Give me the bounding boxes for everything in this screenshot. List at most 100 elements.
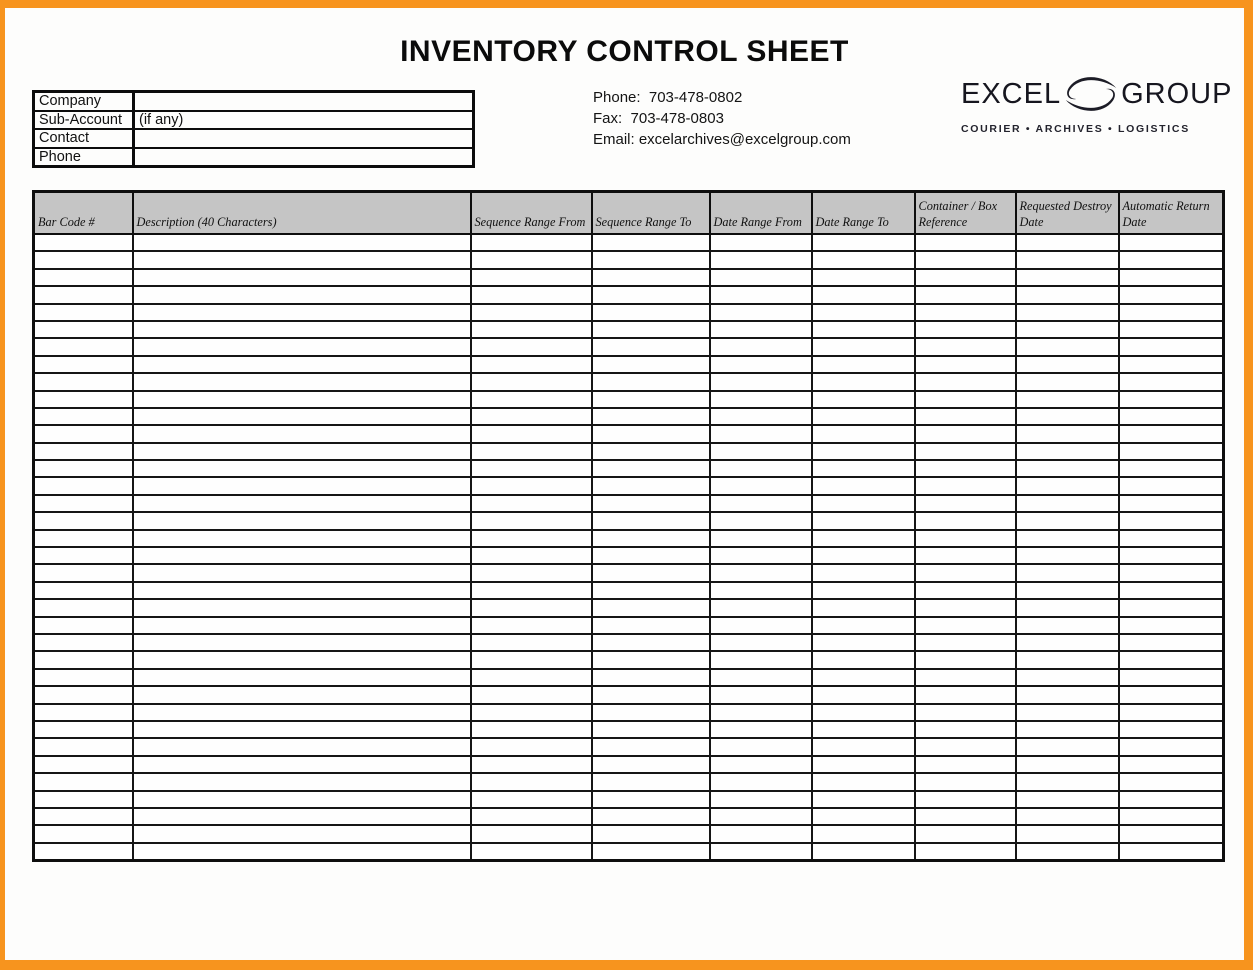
empty-cell[interactable] (469, 250, 593, 270)
empty-cell[interactable] (1117, 650, 1225, 670)
empty-cell[interactable] (131, 667, 472, 688)
empty-cell[interactable] (32, 563, 134, 583)
empty-cell[interactable] (469, 580, 593, 601)
empty-cell[interactable] (1014, 285, 1120, 305)
empty-cell[interactable] (32, 580, 134, 601)
empty-cell[interactable] (708, 685, 813, 705)
empty-cell[interactable] (810, 250, 916, 270)
empty-cell[interactable] (1117, 580, 1225, 601)
empty-cell[interactable] (913, 250, 1017, 270)
empty-cell[interactable] (913, 285, 1017, 305)
empty-cell[interactable] (913, 806, 1017, 827)
empty-cell[interactable] (469, 476, 593, 496)
empty-cell[interactable] (1014, 493, 1120, 514)
empty-cell[interactable] (1014, 580, 1120, 601)
phone-field[interactable] (132, 146, 475, 168)
empty-cell[interactable] (131, 685, 472, 705)
empty-cell[interactable] (590, 719, 711, 740)
empty-cell[interactable] (131, 789, 472, 809)
empty-cell[interactable] (1014, 824, 1120, 844)
empty-cell[interactable] (32, 267, 134, 288)
empty-cell[interactable] (131, 528, 472, 549)
empty-cell[interactable] (1117, 667, 1225, 688)
empty-cell[interactable] (32, 389, 134, 409)
empty-cell[interactable] (708, 667, 813, 688)
empty-cell[interactable] (708, 372, 813, 392)
empty-cell[interactable] (32, 372, 134, 392)
empty-cell[interactable] (469, 754, 593, 775)
empty-cell[interactable] (590, 232, 711, 253)
empty-cell[interactable] (32, 772, 134, 792)
empty-cell[interactable] (913, 389, 1017, 409)
empty-cell[interactable] (1117, 702, 1225, 722)
empty-cell[interactable] (32, 424, 134, 444)
empty-cell[interactable] (590, 424, 711, 444)
empty-cell[interactable] (590, 702, 711, 722)
empty-cell[interactable] (590, 806, 711, 827)
empty-cell[interactable] (32, 632, 134, 653)
empty-cell[interactable] (1117, 737, 1225, 757)
empty-cell[interactable] (1014, 841, 1120, 862)
empty-cell[interactable] (590, 406, 711, 427)
empty-cell[interactable] (469, 459, 593, 479)
empty-cell[interactable] (810, 441, 916, 462)
empty-cell[interactable] (590, 354, 711, 375)
empty-cell[interactable] (32, 685, 134, 705)
empty-cell[interactable] (1014, 424, 1120, 444)
empty-cell[interactable] (810, 476, 916, 496)
empty-cell[interactable] (131, 772, 472, 792)
empty-cell[interactable] (1014, 702, 1120, 722)
empty-cell[interactable] (131, 285, 472, 305)
empty-cell[interactable] (32, 319, 134, 340)
empty-cell[interactable] (913, 841, 1017, 862)
empty-cell[interactable] (1117, 563, 1225, 583)
empty-cell[interactable] (590, 302, 711, 322)
empty-cell[interactable] (131, 372, 472, 392)
empty-cell[interactable] (131, 563, 472, 583)
empty-cell[interactable] (708, 389, 813, 409)
empty-cell[interactable] (590, 319, 711, 340)
empty-cell[interactable] (913, 424, 1017, 444)
empty-cell[interactable] (1014, 615, 1120, 636)
empty-cell[interactable] (590, 615, 711, 636)
empty-cell[interactable] (1014, 319, 1120, 340)
empty-cell[interactable] (590, 772, 711, 792)
empty-cell[interactable] (913, 754, 1017, 775)
empty-cell[interactable] (708, 719, 813, 740)
empty-cell[interactable] (1014, 719, 1120, 740)
empty-cell[interactable] (810, 406, 916, 427)
empty-cell[interactable] (32, 285, 134, 305)
empty-cell[interactable] (469, 789, 593, 809)
empty-cell[interactable] (810, 232, 916, 253)
empty-cell[interactable] (1117, 372, 1225, 392)
empty-cell[interactable] (32, 667, 134, 688)
empty-cell[interactable] (32, 354, 134, 375)
empty-cell[interactable] (913, 459, 1017, 479)
empty-cell[interactable] (1117, 754, 1225, 775)
empty-cell[interactable] (708, 459, 813, 479)
empty-cell[interactable] (1117, 302, 1225, 322)
empty-cell[interactable] (913, 685, 1017, 705)
empty-cell[interactable] (131, 511, 472, 531)
empty-cell[interactable] (32, 528, 134, 549)
empty-cell[interactable] (469, 528, 593, 549)
empty-cell[interactable] (810, 772, 916, 792)
empty-cell[interactable] (131, 302, 472, 322)
empty-cell[interactable] (1117, 476, 1225, 496)
empty-cell[interactable] (131, 615, 472, 636)
empty-cell[interactable] (590, 580, 711, 601)
empty-cell[interactable] (32, 754, 134, 775)
empty-cell[interactable] (131, 441, 472, 462)
empty-cell[interactable] (590, 337, 711, 357)
empty-cell[interactable] (32, 806, 134, 827)
empty-cell[interactable] (810, 493, 916, 514)
empty-cell[interactable] (590, 737, 711, 757)
empty-cell[interactable] (1014, 441, 1120, 462)
empty-cell[interactable] (810, 667, 916, 688)
empty-cell[interactable] (131, 337, 472, 357)
empty-cell[interactable] (708, 806, 813, 827)
empty-cell[interactable] (1014, 354, 1120, 375)
empty-cell[interactable] (32, 232, 134, 253)
empty-cell[interactable] (590, 441, 711, 462)
empty-cell[interactable] (810, 337, 916, 357)
